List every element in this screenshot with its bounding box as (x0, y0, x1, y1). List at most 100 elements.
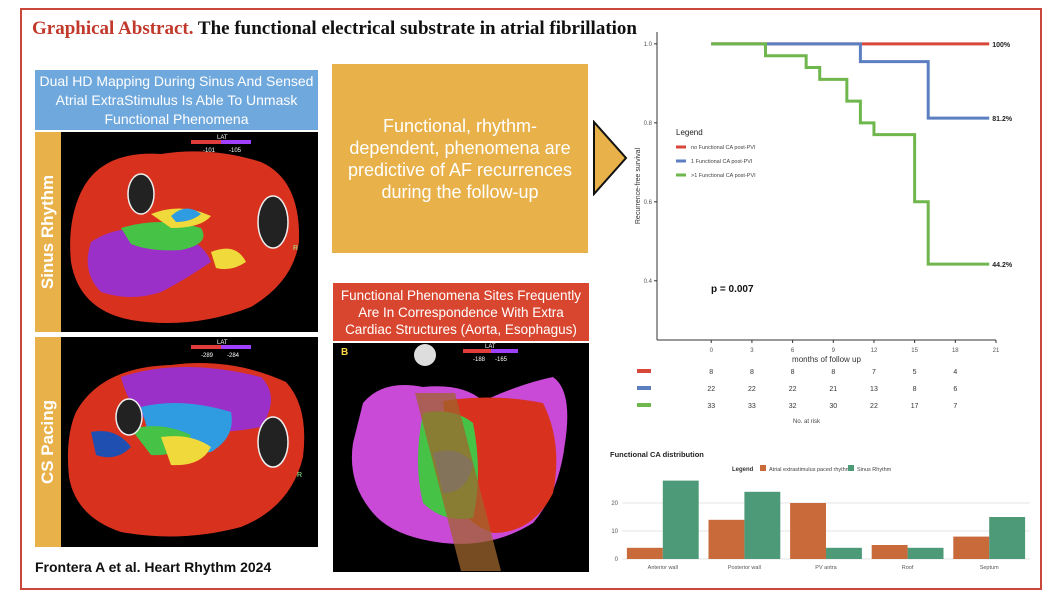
reference-text: Frontera A et al. Heart Rhythm 2024 (35, 559, 272, 575)
risk-value: 33 (707, 403, 715, 410)
risk-table-label: No. at risk (793, 419, 821, 425)
legend-label-1: no Functional CA post-PVI (691, 145, 756, 151)
bar-y-tick-label: 0 (615, 557, 619, 563)
bar-category-label: Septum (980, 565, 999, 571)
map2-v1: -289 (201, 353, 214, 359)
page-title: Graphical Abstract. The functional elect… (32, 18, 637, 40)
map1-lat: LAT (217, 135, 228, 141)
x-tick-label: 18 (952, 348, 959, 354)
y-tick-label: 0.6 (644, 200, 653, 206)
sinus-rhythm-label-text: Sinus Rhythm (38, 174, 58, 290)
x-tick-label: 15 (911, 348, 918, 354)
risk-value: 21 (829, 386, 837, 393)
bar-1-5 (953, 536, 990, 559)
cs-pacing-map: LAT -289 -284 R (61, 337, 318, 547)
risk-value: 8 (831, 369, 835, 376)
bar-legend-label-2: Sinus Rhythm (857, 467, 892, 473)
cs-pacing-label: CS Pacing (35, 337, 61, 547)
arrow-right-icon (593, 120, 628, 196)
bar-1-2 (708, 519, 745, 559)
extra-cardiac-map: B LAT -188 -165 (333, 343, 589, 572)
bar-category-label: Anterior wall (648, 565, 678, 571)
y-axis-label: Recurrence-free survival (635, 147, 642, 224)
risk-value: 33 (748, 403, 756, 410)
end-label-2: 81.2% (992, 116, 1013, 123)
bar-category-label: Posterior wall (728, 565, 761, 571)
bar-2-3 (826, 547, 862, 559)
p-value: p = 0.007 (711, 284, 754, 295)
y-tick-label: 0.4 (644, 279, 653, 285)
bar-legend-swatch-1 (760, 465, 766, 471)
extra-cardiac-text: Functional Phenomena Sites Frequently Ar… (340, 287, 582, 337)
sinus-rhythm-label: Sinus Rhythm (35, 132, 61, 332)
bar-category-label: PV antra (815, 565, 837, 571)
mapping-description-text: Dual HD Mapping During Sinus And Sensed … (39, 72, 314, 127)
risk-value: 8 (750, 369, 754, 376)
risk-value: 5 (913, 369, 917, 376)
end-label-3: 44.2% (992, 262, 1013, 269)
x-axis-label: months of follow up (792, 355, 861, 364)
x-tick-label: 3 (750, 348, 754, 354)
bar-2-2 (744, 491, 781, 559)
x-tick-label: 0 (710, 348, 714, 354)
risk-value: 22 (707, 386, 715, 393)
x-tick-label: 6 (791, 348, 795, 354)
bar-category-label: Roof (902, 565, 914, 571)
bar-1-3 (790, 503, 826, 559)
legend-label-3: >1 Functional CA post-PVI (691, 173, 756, 179)
risk-value: 22 (870, 403, 878, 410)
map3-v2: -165 (495, 357, 508, 363)
bar-legend-title: Legend (732, 467, 754, 473)
title-main: The functional electrical substrate in a… (197, 18, 637, 39)
map1-marker: R (293, 245, 298, 252)
map3-v1: -188 (473, 357, 486, 363)
x-tick-label: 9 (832, 348, 836, 354)
y-tick-label: 1.0 (644, 42, 653, 48)
risk-value: 22 (789, 386, 797, 393)
risk-value: 17 (911, 403, 919, 410)
risk-value: 6 (953, 386, 957, 393)
x-tick-label: 12 (871, 348, 878, 354)
title-prefix: Graphical Abstract. (32, 18, 194, 39)
legend-title: Legend (676, 128, 703, 137)
bar-1-1 (626, 547, 663, 559)
risk-value: 8 (709, 369, 713, 376)
x-tick-label: 21 (993, 348, 1000, 354)
risk-value: 7 (872, 369, 876, 376)
map3-lat: LAT (485, 344, 496, 350)
legend-label-2: 1 Functional CA post-PVI (691, 159, 753, 165)
y-tick-label: 0.8 (644, 121, 653, 127)
risk-value: 4 (953, 369, 957, 376)
risk-value: 8 (791, 369, 795, 376)
map2-v2: -284 (227, 353, 240, 359)
map1-v2: -105 (229, 148, 242, 154)
risk-value: 30 (829, 403, 837, 410)
bar-2-1 (662, 480, 699, 559)
cs-pacing-label-text: CS Pacing (38, 399, 57, 485)
series-line-3 (711, 42, 990, 266)
bar-y-tick-label: 10 (611, 529, 618, 535)
risk-value: 13 (870, 386, 878, 393)
mapping-description-box: Dual HD Mapping During Sinus And Sensed … (35, 70, 318, 130)
risk-value: 32 (789, 403, 797, 410)
bar-legend-label-1: Atrial extrastimulus paced rhythm (769, 467, 851, 473)
bar-1-4 (871, 545, 908, 559)
end-label-1: 100% (992, 42, 1011, 49)
sinus-rhythm-map: LAT -101 -105 R (61, 132, 318, 332)
map2-marker: R (297, 472, 302, 479)
bar-2-5 (989, 517, 1026, 559)
key-finding-text: Functional, rhythm-dependent, phenomena … (347, 115, 573, 202)
bar-2-4 (907, 547, 944, 559)
risk-value: 22 (748, 386, 756, 393)
map1-v1: -101 (203, 148, 216, 154)
key-finding-box: Functional, rhythm-dependent, phenomena … (332, 64, 588, 253)
panel-b-label: B (341, 347, 348, 358)
bar-chart-title: Functional CA distribution (610, 450, 704, 459)
series-line-2 (711, 42, 990, 120)
risk-value: 8 (913, 386, 917, 393)
survival-chart: 0.4 0.6 0.8 1.0 0 3 6 9 12 15 18 21 months of follow… (635, 32, 1013, 425)
map2-lat: LAT (217, 340, 228, 346)
bar-legend-swatch-2 (848, 465, 854, 471)
bar-y-tick-label: 20 (611, 501, 618, 507)
extra-cardiac-box: Functional Phenomena Sites Frequently Ar… (333, 283, 589, 341)
